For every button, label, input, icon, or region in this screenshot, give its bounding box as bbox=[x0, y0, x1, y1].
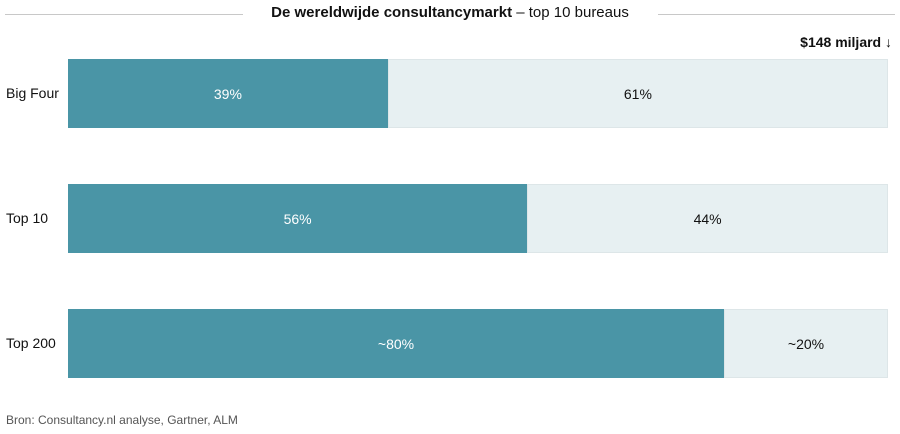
bar-segment-share: ~80% bbox=[68, 309, 724, 378]
title-rest: – top 10 bureaus bbox=[516, 4, 629, 21]
data-label: ~80% bbox=[377, 335, 415, 352]
arrow-down-icon: ↓ bbox=[885, 34, 892, 50]
data-label: 61% bbox=[623, 85, 652, 102]
title-rule-right bbox=[658, 14, 895, 15]
bar-segment-rest: ~20% bbox=[724, 309, 888, 378]
data-label: 44% bbox=[693, 210, 722, 227]
chart-title: De wereldwijde consultancymarkt – top 10… bbox=[0, 4, 900, 21]
bar-segment-rest: 61% bbox=[387, 59, 888, 128]
category-label: Big Four bbox=[6, 84, 59, 101]
data-label: 56% bbox=[283, 210, 312, 227]
data-label: ~20% bbox=[787, 335, 825, 352]
category-label: Top 200 bbox=[6, 334, 56, 351]
source-note: Bron: Consultancy.nl analyse, Gartner, A… bbox=[6, 413, 238, 427]
bar-segment-share: 56% bbox=[68, 184, 528, 253]
data-label: 39% bbox=[213, 85, 242, 102]
bar-segment-share: 39% bbox=[68, 59, 388, 128]
total-label: $148 miljard ↓ bbox=[800, 34, 892, 50]
total-text: $148 miljard bbox=[800, 34, 882, 50]
category-label: Top 10 bbox=[6, 209, 49, 226]
title-rule-left bbox=[5, 14, 243, 15]
title-bold: De wereldwijde consultancymarkt bbox=[271, 4, 513, 21]
bar-segment-rest: 44% bbox=[527, 184, 888, 253]
